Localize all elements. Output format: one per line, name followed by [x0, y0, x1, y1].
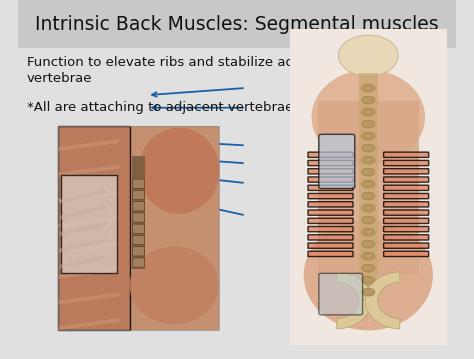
FancyBboxPatch shape — [308, 218, 353, 224]
Ellipse shape — [362, 264, 375, 272]
FancyBboxPatch shape — [383, 227, 428, 232]
Ellipse shape — [362, 228, 375, 236]
Polygon shape — [57, 267, 119, 279]
Ellipse shape — [304, 220, 433, 330]
Ellipse shape — [362, 204, 375, 212]
FancyBboxPatch shape — [308, 194, 353, 199]
Text: vertebrae: vertebrae — [27, 72, 92, 85]
FancyBboxPatch shape — [383, 160, 428, 165]
Polygon shape — [57, 241, 119, 253]
Ellipse shape — [362, 180, 375, 188]
Ellipse shape — [338, 35, 398, 76]
Wedge shape — [365, 272, 400, 329]
Polygon shape — [60, 222, 106, 236]
Polygon shape — [60, 205, 106, 220]
Ellipse shape — [362, 132, 375, 140]
Bar — [18, 0, 456, 48]
FancyBboxPatch shape — [383, 177, 428, 182]
FancyBboxPatch shape — [308, 185, 353, 190]
FancyBboxPatch shape — [132, 202, 145, 211]
Ellipse shape — [311, 70, 425, 164]
Ellipse shape — [138, 128, 219, 214]
Bar — [318, 101, 419, 275]
FancyBboxPatch shape — [132, 258, 145, 267]
FancyBboxPatch shape — [383, 218, 428, 224]
FancyBboxPatch shape — [132, 213, 145, 222]
Ellipse shape — [362, 252, 375, 260]
FancyBboxPatch shape — [308, 235, 353, 240]
Text: Intrinsic Back Muscles: Segmental muscles: Intrinsic Back Muscles: Segmental muscle… — [35, 15, 439, 34]
FancyBboxPatch shape — [132, 247, 145, 256]
FancyBboxPatch shape — [308, 202, 353, 207]
Bar — [132, 157, 145, 269]
FancyBboxPatch shape — [132, 179, 145, 188]
FancyBboxPatch shape — [319, 134, 355, 188]
Ellipse shape — [362, 288, 375, 296]
Bar — [359, 57, 378, 79]
Polygon shape — [60, 238, 106, 252]
Wedge shape — [337, 272, 372, 329]
Polygon shape — [57, 139, 119, 151]
Ellipse shape — [362, 192, 375, 200]
Bar — [359, 73, 378, 300]
Ellipse shape — [362, 216, 375, 224]
FancyBboxPatch shape — [308, 251, 353, 257]
FancyBboxPatch shape — [383, 251, 428, 257]
Bar — [290, 29, 447, 345]
Polygon shape — [57, 318, 119, 330]
Text: Function to elevate ribs and stabilize adjoining: Function to elevate ribs and stabilize a… — [27, 56, 339, 69]
Ellipse shape — [362, 156, 375, 164]
Polygon shape — [57, 216, 119, 228]
Bar — [57, 126, 219, 330]
Ellipse shape — [362, 144, 375, 152]
Polygon shape — [57, 190, 119, 202]
FancyBboxPatch shape — [383, 152, 428, 157]
Polygon shape — [60, 255, 106, 269]
FancyBboxPatch shape — [132, 236, 145, 245]
FancyBboxPatch shape — [383, 235, 428, 240]
Ellipse shape — [362, 240, 375, 248]
FancyBboxPatch shape — [383, 185, 428, 190]
FancyBboxPatch shape — [308, 152, 353, 157]
Ellipse shape — [129, 246, 219, 324]
FancyBboxPatch shape — [308, 160, 353, 165]
Ellipse shape — [362, 96, 375, 104]
Ellipse shape — [362, 120, 375, 128]
FancyBboxPatch shape — [132, 224, 145, 233]
FancyBboxPatch shape — [383, 243, 428, 248]
Ellipse shape — [362, 168, 375, 176]
FancyBboxPatch shape — [308, 210, 353, 215]
Polygon shape — [57, 293, 119, 305]
FancyBboxPatch shape — [383, 202, 428, 207]
Polygon shape — [60, 189, 106, 204]
FancyBboxPatch shape — [383, 194, 428, 199]
FancyBboxPatch shape — [308, 227, 353, 232]
Ellipse shape — [362, 84, 375, 92]
FancyBboxPatch shape — [383, 210, 428, 215]
FancyBboxPatch shape — [383, 169, 428, 174]
Polygon shape — [57, 164, 119, 177]
Bar — [57, 126, 219, 330]
FancyBboxPatch shape — [308, 243, 353, 248]
Ellipse shape — [362, 276, 375, 284]
FancyBboxPatch shape — [308, 177, 353, 182]
FancyBboxPatch shape — [57, 126, 130, 330]
FancyBboxPatch shape — [61, 175, 118, 273]
FancyBboxPatch shape — [132, 190, 145, 200]
Ellipse shape — [362, 108, 375, 116]
Text: *All are attaching to adjacent vertebrae or ribs: *All are attaching to adjacent vertebrae… — [27, 101, 340, 113]
FancyBboxPatch shape — [308, 169, 353, 174]
FancyBboxPatch shape — [319, 273, 363, 315]
